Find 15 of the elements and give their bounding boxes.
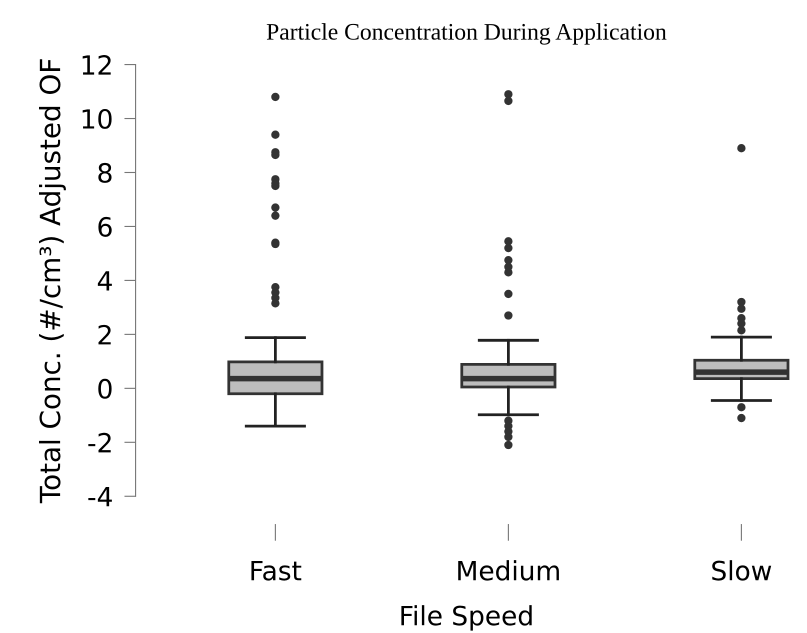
y-tick-label: 6: [98, 216, 112, 237]
y-tick-label: 0: [98, 378, 112, 399]
y-tick-label: 2: [98, 324, 111, 344]
y-tick-label: -2: [88, 432, 111, 452]
x-tick-label: Medium: [458, 560, 559, 581]
y-tick-label: 12: [82, 55, 111, 75]
x-axis-title: File Speed: [401, 605, 532, 631]
y-tick-label: 8: [98, 162, 112, 183]
y-tick-label: 4: [98, 271, 112, 290]
chart-title: Particle Concentration During Application: [266, 23, 666, 45]
y-axis-title: Total Conc. (#/cm³) Adjusted OF: [39, 59, 66, 504]
y-tick-label: 10: [82, 108, 112, 129]
x-tick-label: Slow: [712, 560, 772, 581]
y-tick-label: -4: [88, 487, 112, 506]
x-tick-label: Fast: [251, 560, 302, 581]
